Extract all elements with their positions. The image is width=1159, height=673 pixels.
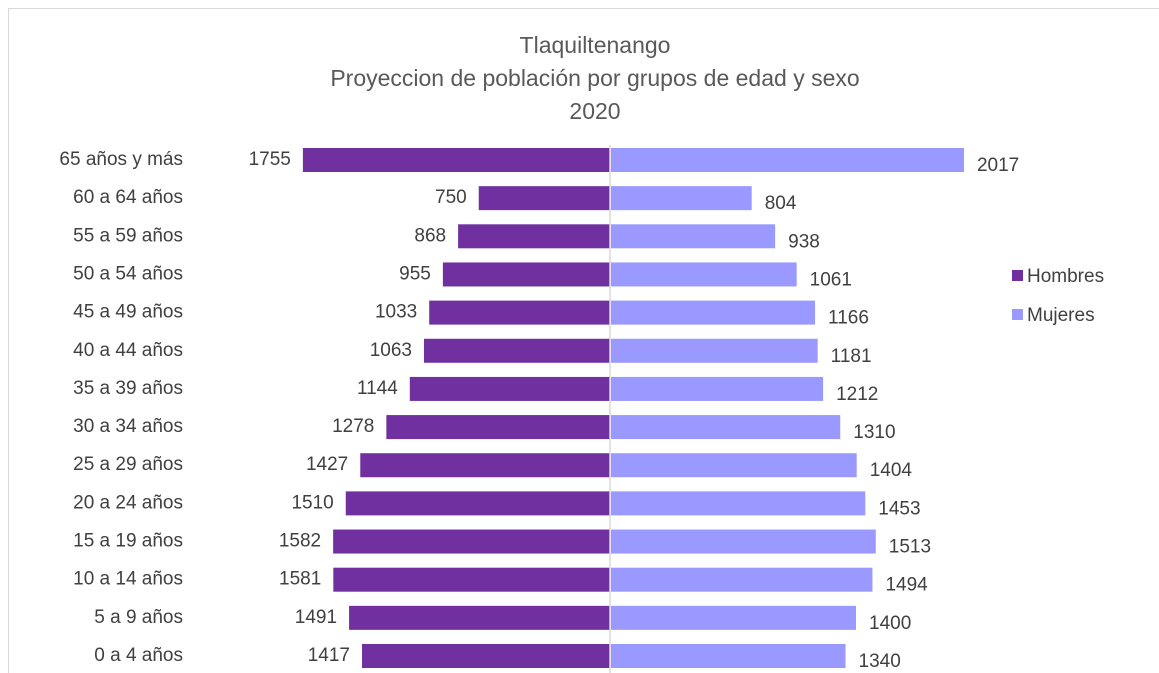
bar [349, 605, 610, 630]
data-label: 1582 [279, 531, 321, 552]
bar [611, 644, 846, 668]
data-label: 1581 [279, 569, 321, 590]
data-label: 1513 [889, 537, 931, 558]
legend-swatch [1012, 270, 1023, 281]
bar [611, 453, 857, 478]
bar [333, 567, 610, 592]
bar [360, 453, 610, 478]
data-label: 804 [765, 193, 797, 214]
y-tick-label: 55 a 59 años [73, 225, 183, 246]
bar [458, 224, 610, 249]
bar [362, 644, 610, 668]
chart-title: 2020 [569, 98, 620, 124]
bar [611, 415, 841, 440]
y-tick-label: 30 a 34 años [73, 416, 183, 437]
data-label: 1417 [308, 645, 350, 666]
chart-title: Proyeccion de población por grupos de ed… [330, 65, 859, 91]
data-label: 1278 [332, 416, 374, 437]
data-label: 750 [435, 187, 467, 208]
bar [611, 605, 856, 630]
data-label: 1427 [306, 454, 348, 475]
y-tick-label: 40 a 44 años [73, 340, 183, 361]
data-label: 1400 [869, 613, 911, 634]
bar [478, 186, 610, 211]
data-label: 1033 [375, 302, 417, 323]
y-tick-label: 10 a 14 años [73, 569, 183, 590]
y-tick-label: 0 a 4 años [94, 645, 183, 666]
legend-label: Mujeres [1027, 305, 1095, 326]
data-label: 1494 [885, 575, 928, 596]
y-tick-label: 35 a 39 años [73, 378, 183, 399]
y-tick-label: 5 a 9 años [94, 607, 183, 628]
bar [611, 491, 866, 516]
legend-label: Hombres [1027, 266, 1104, 287]
bar [611, 567, 873, 592]
data-label: 955 [399, 263, 431, 284]
data-label: 1491 [295, 607, 337, 628]
bar [442, 262, 610, 287]
bar [611, 148, 964, 172]
data-label: 2017 [977, 155, 1019, 176]
bar [611, 300, 816, 325]
bar [409, 376, 610, 401]
bar [345, 491, 610, 516]
data-label: 1404 [870, 460, 913, 481]
bar [302, 148, 610, 172]
bar [611, 338, 818, 363]
bar [611, 262, 797, 287]
y-tick-label: 45 a 49 años [73, 302, 183, 323]
bar [611, 529, 876, 554]
bar [386, 415, 610, 440]
data-label: 1510 [291, 492, 333, 513]
legend-swatch [1012, 309, 1023, 320]
bar [611, 224, 776, 249]
data-label: 1453 [878, 498, 920, 519]
data-label: 1181 [831, 346, 872, 367]
bar [611, 186, 752, 211]
data-label: 938 [788, 231, 820, 252]
data-label: 1061 [810, 269, 852, 290]
data-label: 1755 [249, 149, 291, 170]
data-label: 1340 [859, 651, 901, 672]
data-label: 868 [414, 225, 446, 246]
bar [333, 529, 610, 554]
bar [429, 300, 610, 325]
y-tick-label: 60 a 64 años [73, 187, 183, 208]
y-tick-label: 50 a 54 años [73, 263, 183, 284]
data-label: 1166 [828, 308, 869, 329]
y-tick-label: 25 a 29 años [73, 454, 183, 475]
bar [611, 376, 824, 401]
y-tick-label: 15 a 19 años [73, 531, 183, 552]
y-tick-label: 20 a 24 años [73, 492, 183, 513]
data-label: 1144 [357, 378, 398, 399]
bar [423, 338, 610, 363]
data-label: 1212 [836, 384, 878, 405]
y-tick-label: 65 años y más [59, 149, 183, 170]
data-label: 1310 [853, 422, 895, 443]
data-label: 1063 [370, 340, 412, 361]
chart-title: Tlaquiltenango [520, 32, 671, 58]
